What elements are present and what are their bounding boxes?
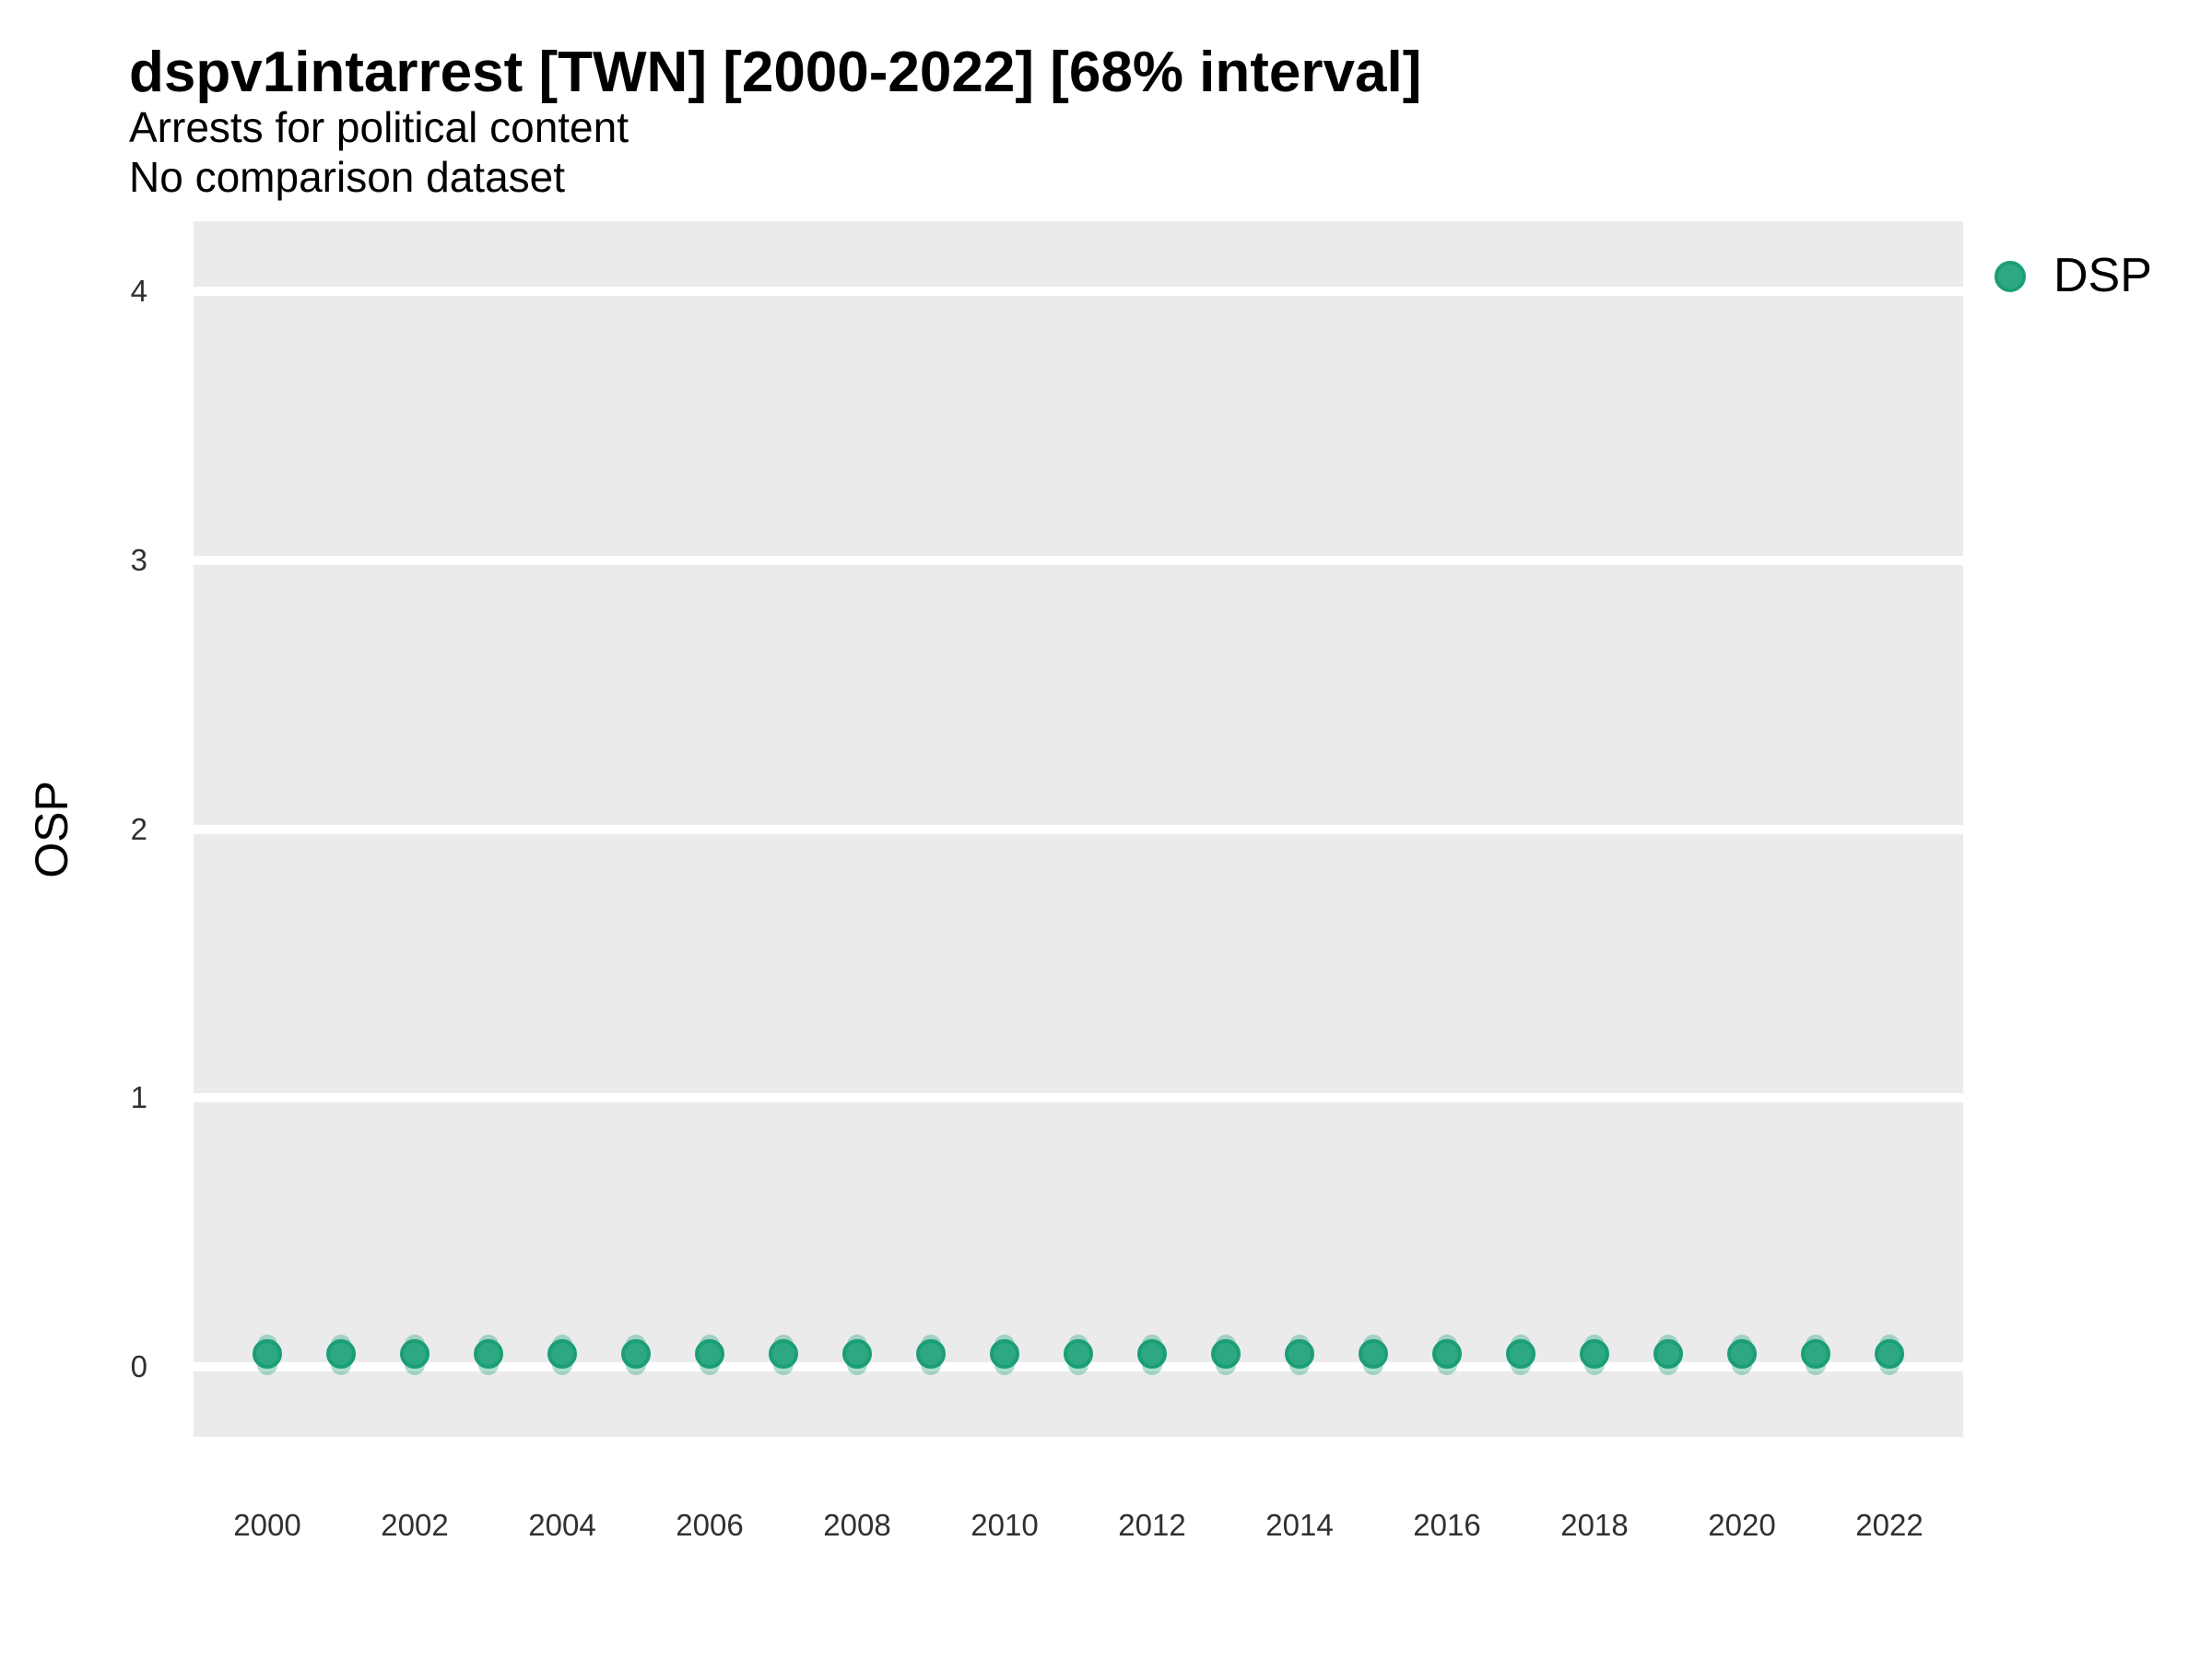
gridline-y-3 [194,555,1963,565]
legend-label: DSP [2053,249,2152,302]
gridline-y-1 [194,1093,1963,1103]
data-point-2022 [1875,1338,1904,1369]
data-point-2018 [1580,1338,1609,1369]
x-tick-label-2004: 2004 [528,1508,596,1542]
data-point-2017 [1506,1338,1535,1369]
x-tick-label-2006: 2006 [676,1508,744,1542]
x-tick-label-2002: 2002 [381,1508,449,1542]
x-tick-label-2020: 2020 [1708,1508,1776,1542]
data-point-2009 [916,1338,946,1369]
gridline-y-4 [194,286,1963,296]
data-point-2020 [1727,1338,1757,1369]
data-point-2014 [1285,1338,1314,1369]
plot-panel [194,221,1963,1437]
data-point-2007 [769,1338,798,1369]
data-point-2010 [990,1338,1019,1369]
data-point-2005 [621,1338,651,1369]
data-point-2012 [1137,1338,1167,1369]
x-tick-label-2022: 2022 [1855,1508,1924,1542]
chart-title: dspv1intarrest [TWN] [2000-2022] [68% in… [129,41,1422,104]
y-tick-label-1: 1 [130,1080,147,1115]
x-tick-label-2008: 2008 [823,1508,891,1542]
data-point-2006 [695,1338,724,1369]
chart-subtitle: Arrests for political content [129,103,629,151]
data-point-2019 [1653,1338,1683,1369]
data-point-2001 [326,1338,356,1369]
x-tick-label-2012: 2012 [1118,1508,1186,1542]
x-tick-label-2014: 2014 [1265,1508,1334,1542]
data-point-2013 [1211,1338,1241,1369]
data-point-2004 [547,1338,577,1369]
y-tick-label-4: 4 [130,273,147,308]
y-axis-title: OSP [26,781,77,878]
y-tick-label-2: 2 [130,811,147,846]
x-tick-label-2000: 2000 [233,1508,301,1542]
comparison-note: No comparison dataset [129,153,566,201]
data-point-2003 [474,1338,503,1369]
data-point-2011 [1064,1338,1093,1369]
y-tick-label-3: 3 [130,542,147,577]
legend-marker-circle-icon [1994,261,2026,292]
data-point-2016 [1432,1338,1462,1369]
y-tick-label-0: 0 [130,1349,147,1384]
data-point-2008 [842,1338,872,1369]
data-point-2015 [1359,1338,1388,1369]
data-point-2021 [1801,1338,1830,1369]
x-tick-label-2018: 2018 [1560,1508,1629,1542]
x-tick-label-2016: 2016 [1413,1508,1481,1542]
gridline-y-2 [194,824,1963,834]
x-tick-label-2010: 2010 [971,1508,1039,1542]
data-point-2002 [400,1338,429,1369]
data-point-2000 [253,1338,282,1369]
